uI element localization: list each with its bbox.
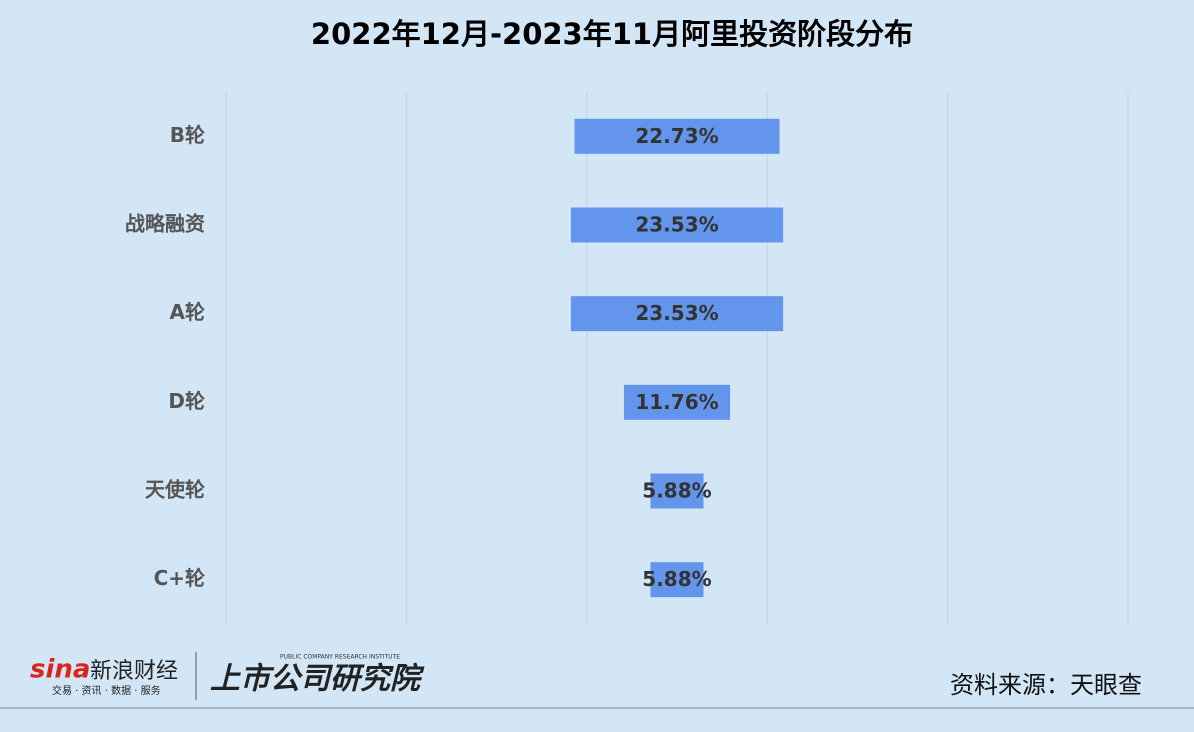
- chart-title: 2022年12月-2023年11月阿里投资阶段分布: [311, 17, 913, 51]
- value-label: 5.88%: [642, 479, 711, 503]
- bar: [623, 384, 731, 420]
- value-label: 23.53%: [635, 213, 718, 237]
- plot: B轮 22.73% 战略融资 23.53% A轮 23.53% D轮 11.76% 天使轮 5.8…: [125, 92, 1129, 624]
- sina-logo: sina: [30, 655, 90, 685]
- value-label: 23.53%: [635, 301, 718, 325]
- brand-tagline: 交易 · 资讯 · 数据 · 服务: [52, 684, 161, 697]
- institute: 上市公司研究院: [210, 662, 425, 697]
- y-tick-label: A轮: [170, 300, 205, 324]
- bar: [570, 296, 784, 332]
- y-tick-label: B轮: [170, 123, 205, 147]
- bar: [574, 118, 780, 154]
- y-tick-label: C+轮: [154, 566, 205, 590]
- value-label: 5.88%: [642, 567, 711, 591]
- bar: [650, 562, 704, 598]
- y-tick-label: 天使轮: [145, 478, 205, 502]
- bar: [570, 207, 784, 243]
- y-tick-label: 战略融资: [125, 212, 205, 236]
- value-label: 22.73%: [635, 124, 718, 148]
- source: 资料来源：天眼查: [950, 671, 1142, 699]
- institute-en: PUBLIC COMPANY RESEARCH INSTITUTE: [280, 654, 400, 661]
- brand: 新浪财经: [90, 659, 178, 684]
- bar: [650, 473, 704, 509]
- value-label: 11.76%: [635, 390, 718, 414]
- y-tick-label: D轮: [168, 389, 205, 413]
